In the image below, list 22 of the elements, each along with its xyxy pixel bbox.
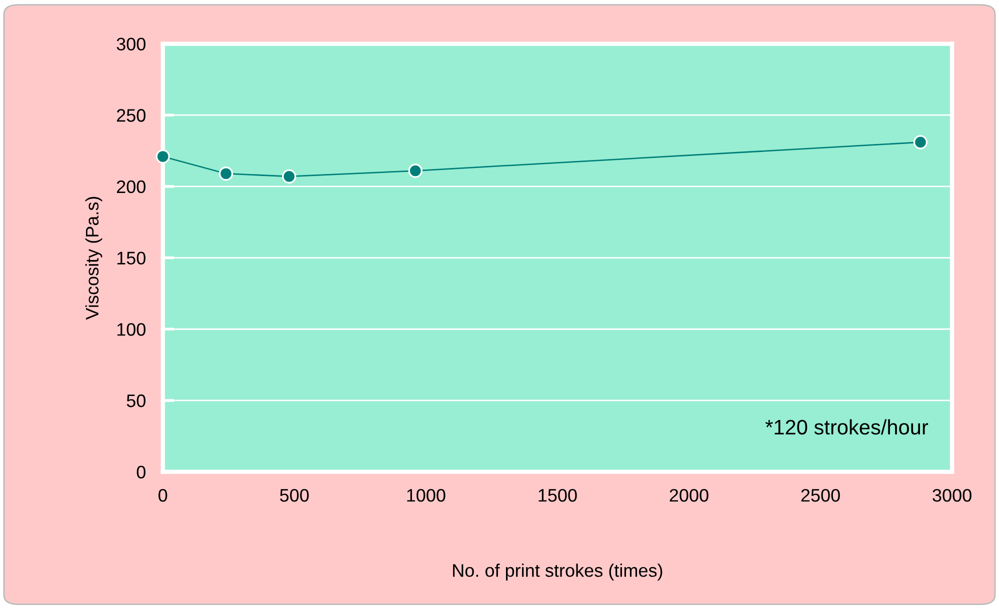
y-tick-label: 100 [117, 323, 146, 336]
x-axis-title: No. of print strokes (times) [453, 564, 662, 580]
y-tick-label: 50 [126, 394, 146, 408]
x-tick-label: 2500 [801, 488, 840, 502]
point [408, 164, 422, 178]
annotation: *120 strokes/hour [765, 419, 928, 435]
y-axis-title: Viscosity (Pa.s) [85, 196, 102, 320]
x-tick-label: 1000 [407, 488, 446, 502]
point [218, 166, 234, 181]
y-tick-label: 300 [116, 38, 146, 50]
point [282, 169, 296, 184]
x-tick-label: 500 [280, 488, 309, 502]
y-tick-label: 200 [116, 180, 146, 194]
x-tick-label: 3000 [932, 488, 972, 502]
x-tick-label: 2000 [670, 488, 708, 502]
y-tick-label: 150 [117, 252, 146, 265]
point [913, 135, 928, 150]
y-tick-label: 0 [136, 466, 146, 479]
x-tick-label: 1500 [538, 488, 577, 502]
x-tick-label: 0 [158, 488, 168, 502]
y-tick-label: 250 [116, 109, 146, 122]
point [156, 149, 170, 164]
